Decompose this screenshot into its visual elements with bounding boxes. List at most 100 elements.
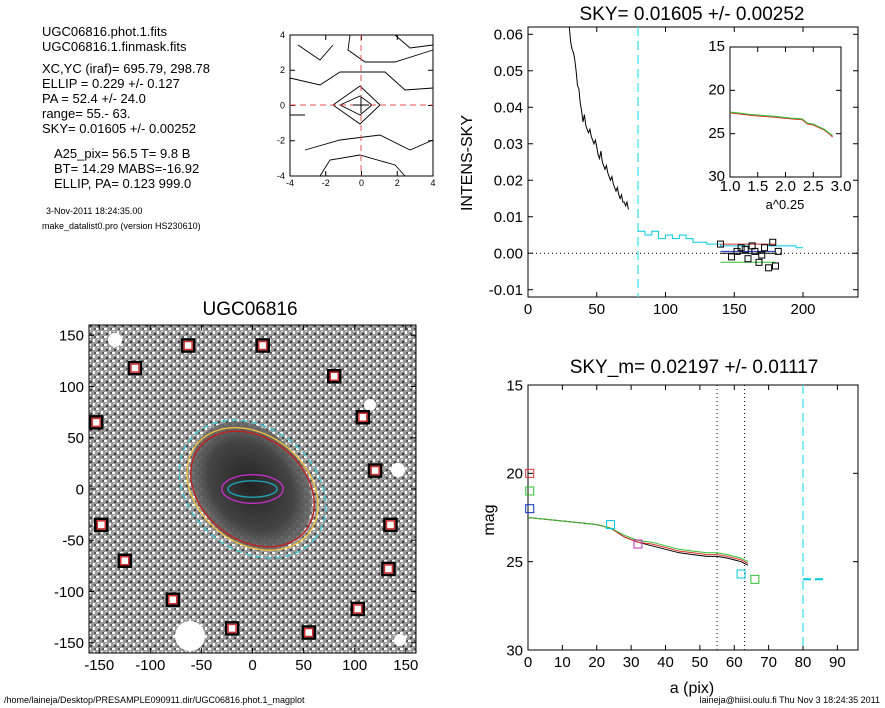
x-tick-label: 60: [726, 654, 743, 671]
info-line: A25_pix= 56.5 T= 9.8 B: [54, 146, 190, 161]
mag-marker: [525, 504, 535, 514]
x-tick-label: -4: [286, 178, 294, 188]
y-tick-label: -100: [54, 584, 84, 601]
masked-star-marker: [301, 625, 316, 640]
mag-marker: [736, 569, 746, 579]
mag-frame: [527, 384, 859, 651]
x-tick-label: -150: [84, 657, 114, 674]
x-tick-label: 0: [359, 178, 364, 188]
inset-series-line: [729, 112, 834, 138]
x-tick-label: 2.5: [803, 178, 824, 195]
y-tick-label: 15: [506, 377, 523, 394]
info-line: XC,YC (iraf)= 695.79, 298.78: [42, 61, 210, 76]
x-tick-label: -50: [191, 657, 213, 674]
x-tick-label: 1.5: [747, 178, 768, 195]
inset-plot: 1.0 1.5 2.0 2.5 3.0 15 20 25 30 a^0.25: [708, 38, 851, 212]
masked-star-marker: [381, 561, 396, 577]
mag-series-line: [527, 517, 749, 563]
x-tick-label: 4: [430, 178, 435, 188]
y-tick-label: 20: [708, 82, 725, 99]
sky-sample-point: [737, 244, 745, 252]
sky-title: SKY= 0.01605 +/- 0.00252: [579, 4, 804, 25]
x-tick-label: 150: [722, 301, 747, 318]
mag-marker: [633, 539, 643, 549]
sky-series-line: [568, 26, 629, 210]
info-line: PA = 52.4 +/- 24.0: [42, 91, 146, 106]
sky-sample-point: [744, 255, 752, 263]
masked-star-marker: [327, 369, 342, 384]
masked-star-marker-inner: [91, 417, 101, 428]
y-tick-label: 0.00: [494, 245, 523, 262]
x-tick-label: 50: [692, 654, 709, 671]
x-tick-label: 1.0: [720, 178, 741, 195]
x-tick-label: 50: [295, 657, 312, 674]
x-tick-label: 0: [524, 654, 532, 671]
masked-blob: [175, 621, 205, 651]
x-tick-label: 50: [588, 301, 605, 318]
sky-sample-point: [769, 238, 777, 246]
info-line: range= 55.- 63.: [42, 106, 131, 121]
masked-star-marker: [94, 517, 109, 533]
x-tick-label: 2.0: [775, 178, 796, 195]
x-tick-label: 0: [524, 301, 532, 318]
masked-star-marker-inner: [183, 340, 193, 351]
isophote-ellipse: [190, 430, 315, 548]
x-tick-label: -2: [322, 178, 330, 188]
info-program: make_datalist0.pro (version HS230610): [42, 221, 201, 231]
masked-star-marker: [350, 601, 366, 617]
masked-star-marker-inner: [358, 412, 368, 422]
y-tick-label: 0.01: [494, 209, 523, 226]
y-tick-label: -150: [54, 635, 84, 652]
y-tick-label: -50: [62, 533, 84, 550]
galaxy-title: UGC06816: [202, 299, 297, 320]
y-tick-label: 2: [280, 65, 285, 75]
y-tick-label: 0: [280, 100, 285, 110]
y-tick-label: 0: [76, 481, 84, 498]
info-line: SKY= 0.01605 +/- 0.00252: [42, 121, 196, 136]
sky-sample-point: [717, 240, 724, 248]
info-line: ELLIP = 0.229 +/- 0.127: [42, 76, 180, 91]
masked-star-marker: [224, 621, 240, 636]
masked-star-marker-inner: [383, 564, 394, 574]
sky-sample-point: [774, 247, 782, 255]
masked-blob: [394, 634, 406, 646]
footer-timestamp: laineja@hiisi.oulu.fi Thu Nov 3 18:24:35…: [700, 695, 880, 705]
masked-star-marker: [165, 592, 181, 607]
mag-marker: [525, 486, 535, 496]
sky-sample-point: [751, 247, 759, 255]
y-tick-label: 0.02: [494, 172, 523, 189]
info-date: 3-Nov-2011 18:24:35.00: [46, 206, 142, 216]
masked-star-marker-inner: [120, 556, 130, 566]
x-tick-label: 20: [588, 654, 605, 671]
x-tick-label: 30: [623, 654, 640, 671]
y-tick-label: 30: [506, 642, 523, 659]
footer-path: /home/laineja/Desktop/PRESAMPLE090911.di…: [4, 695, 305, 705]
masked-star-marker: [127, 360, 143, 376]
x-tick-label: 100: [653, 301, 678, 318]
y-tick-label: 15: [708, 38, 725, 55]
masked-star-marker-inner: [370, 465, 380, 476]
inset-xlabel: a^0.25: [766, 197, 805, 212]
y-tick-label: 0.05: [494, 63, 523, 80]
masked-star-marker-inner: [227, 623, 237, 634]
masked-star-marker-inner: [353, 604, 363, 614]
sky-sample-point: [755, 258, 763, 266]
y-tick-label: 0.06: [494, 27, 523, 44]
x-tick-label: 100: [342, 657, 367, 674]
masked-star-marker-inner: [257, 340, 268, 351]
mag-marker: [525, 468, 535, 478]
x-tick-label: 200: [790, 301, 815, 318]
sky-sample-point: [765, 264, 773, 272]
y-tick-label: 50: [67, 430, 84, 447]
info-line: UGC06816.phot.1.fits: [42, 24, 168, 39]
sky-frame: [527, 26, 859, 298]
x-tick-label: -100: [135, 657, 165, 674]
masked-star-marker-inner: [130, 363, 140, 373]
sky-sample-point: [772, 262, 779, 270]
sky-sample-point: [728, 253, 735, 261]
mag-title: SKY_m= 0.02197 +/- 0.01117: [570, 357, 819, 378]
y-tick-label: 4: [280, 30, 285, 40]
sky-sample-point: [733, 247, 741, 255]
info-block: UGC06816.phot.1.fits UGC06816.1.finmask.…: [42, 24, 210, 231]
